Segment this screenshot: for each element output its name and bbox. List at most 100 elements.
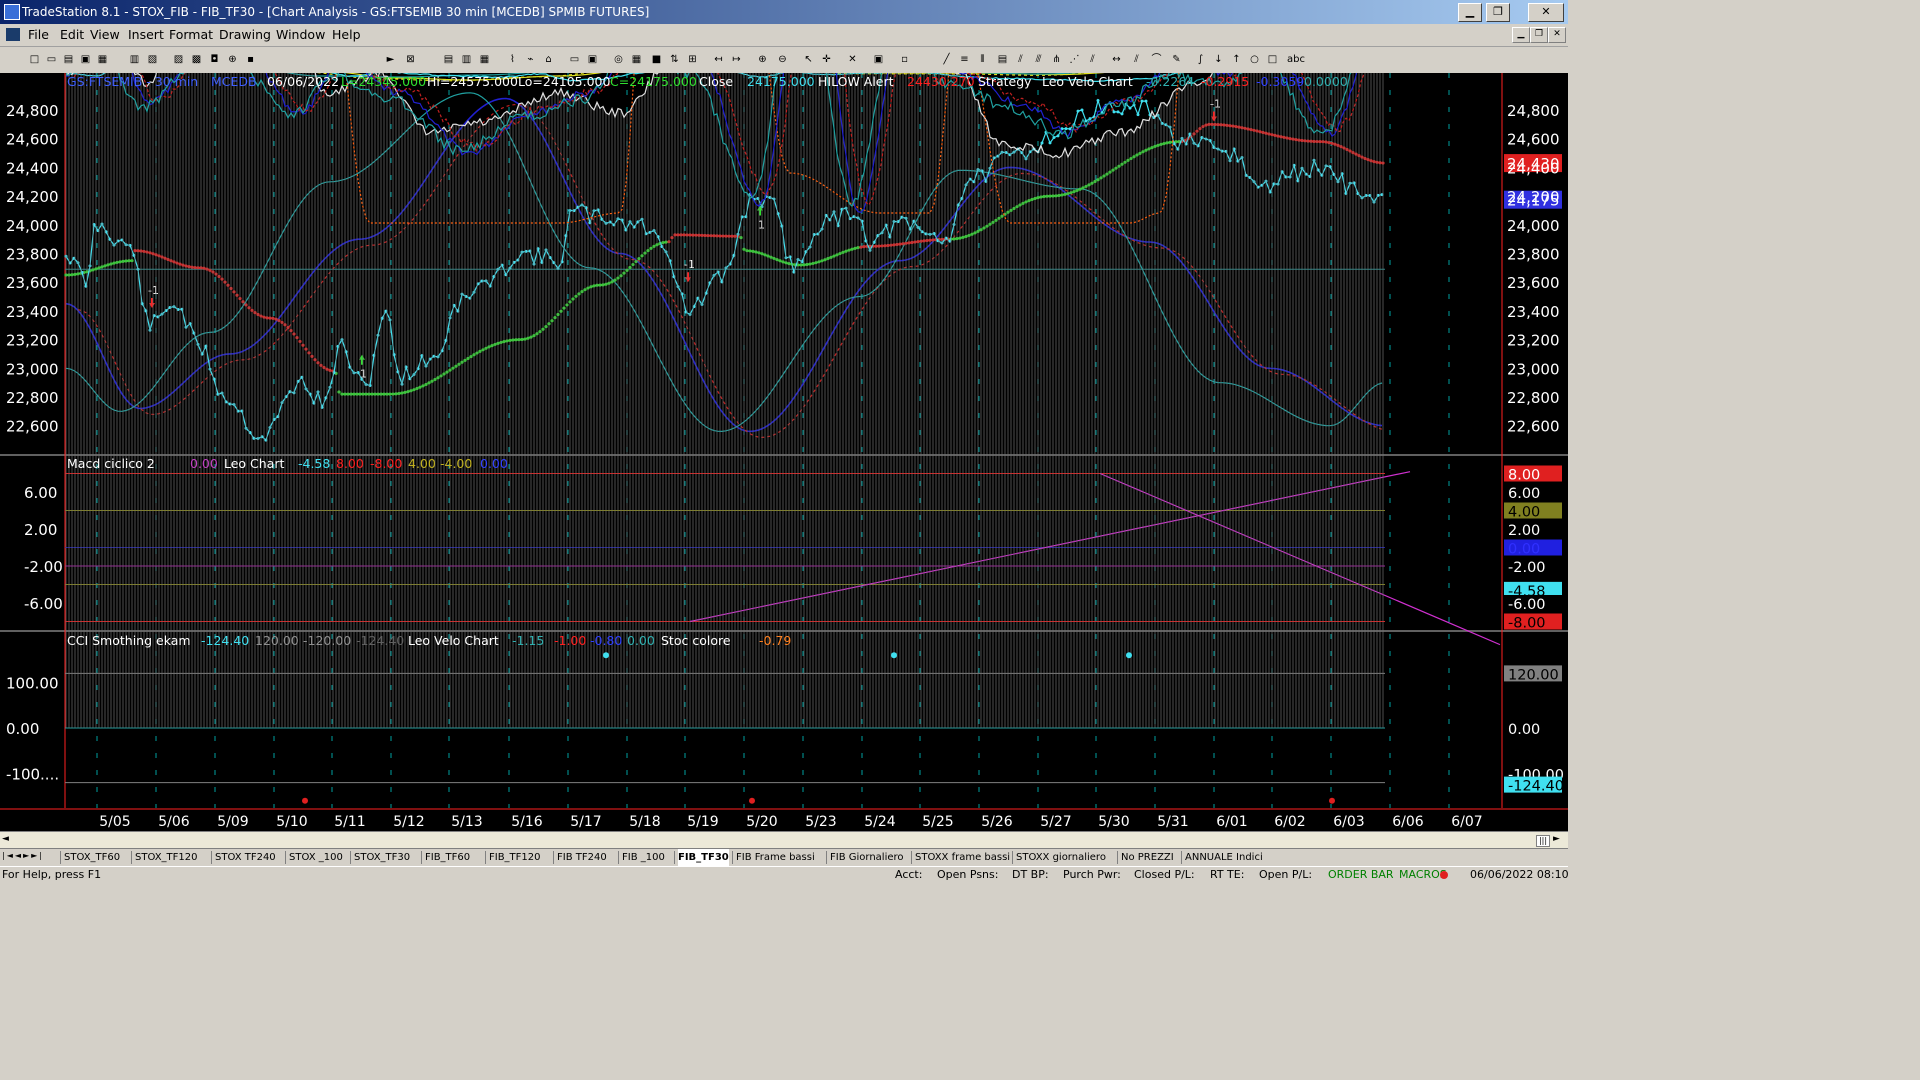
scroll-right-arrow-icon[interactable]: ► [1553, 834, 1560, 844]
vline-icon[interactable]: ⦀ [980, 54, 985, 65]
tab-fib-tf30[interactable]: FIB_TF30 [678, 849, 729, 866]
lock-icon[interactable]: ◘ [210, 54, 219, 65]
tab-fib-giornaliero[interactable]: FIB Giornaliero [830, 852, 904, 863]
format-icon[interactable]: ▪ [247, 54, 254, 65]
minimize-button[interactable]: ▁ [1458, 3, 1482, 22]
channel-icon[interactable]: ⫽ [1018, 54, 1023, 65]
line-chart-icon[interactable]: ▦ [479, 54, 490, 65]
ellipse-icon[interactable]: ○ [1250, 54, 1259, 65]
pointer-icon[interactable]: ↖ [804, 54, 813, 65]
mdi-close-button[interactable]: ✕ [1548, 27, 1566, 43]
portfolio-icon[interactable]: ⊞ [688, 54, 697, 65]
tab-stox-tf30[interactable]: STOX_TF30 [354, 852, 411, 863]
signals-icon[interactable]: ⌂ [545, 54, 552, 65]
macros-button[interactable]: MACROS [1399, 868, 1447, 881]
tab-fib-tf240[interactable]: FIB TF240 [557, 852, 607, 863]
curve-icon[interactable]: ∫ [1197, 54, 1204, 65]
save-workspace-icon[interactable]: ▦ [97, 54, 108, 65]
mdi-minimize-button[interactable]: ▁ [1512, 27, 1530, 43]
play-icon[interactable]: ► [386, 54, 395, 65]
tab-stox-100[interactable]: STOX _100 [289, 852, 343, 863]
close-price-marker [1080, 108, 1084, 112]
replay-icon[interactable]: ▫ [901, 54, 908, 65]
tab-stox-tf240[interactable]: STOX TF240 [215, 852, 276, 863]
scanner-icon[interactable]: ■ [651, 54, 662, 65]
regression-icon[interactable]: ⫽ [1090, 54, 1095, 65]
print-preview-icon[interactable]: ▧ [147, 54, 158, 65]
tools-icon[interactable]: ✕ [848, 54, 857, 65]
tab-nav-arrows-icon[interactable]: |◄◄►►| [2, 851, 44, 860]
alerts-icon[interactable]: ▣ [873, 54, 884, 65]
menu-edit[interactable]: Edit [60, 27, 85, 42]
text-tool-icon[interactable]: abc [1287, 54, 1305, 65]
tab-stoxx-giornaliero[interactable]: STOXX giornaliero [1016, 852, 1106, 863]
macd-axis-tag: -2.00 [1508, 560, 1546, 576]
zoom-in-icon[interactable]: ⊕ [758, 54, 767, 65]
scroll-left-arrow-icon[interactable]: ◄ [2, 834, 9, 844]
menu-drawing[interactable]: Drawing [219, 27, 271, 42]
menu-insert[interactable]: Insert [128, 27, 164, 42]
mdi-restore-button[interactable]: ❐ [1530, 27, 1548, 43]
fib-icon[interactable]: ▤ [997, 54, 1008, 65]
chart-area[interactable]: -1 1 -1 1 -1 24,430 24,175 8.00 6.00 4.00 2.00 0.0… [0, 0, 1568, 831]
window-icon[interactable]: ▨ [173, 54, 184, 65]
open-icon[interactable]: ▭ [46, 54, 57, 65]
macd-tag-bg [1504, 558, 1562, 574]
tab-fib-tf120[interactable]: FIB_TF120 [489, 852, 541, 863]
price-y-tick-left: 23,600 [6, 274, 59, 292]
indicator-icon[interactable]: ⌇ [510, 54, 515, 65]
format-symbol-icon[interactable]: ▣ [587, 54, 598, 65]
arc-icon[interactable]: ⌒ [1151, 54, 1162, 65]
tab-stox-tf60[interactable]: STOX_TF60 [64, 852, 121, 863]
print-icon[interactable]: ▥ [129, 54, 140, 65]
rectangle-icon[interactable]: □ [1267, 54, 1278, 65]
crosshair-icon[interactable]: ✛ [822, 54, 831, 65]
maximize-button[interactable]: ❐ [1486, 3, 1510, 22]
menu-help[interactable]: Help [332, 27, 361, 42]
save-icon[interactable]: ▣ [80, 54, 91, 65]
radar-icon[interactable]: ◎ [614, 54, 623, 65]
menu-window[interactable]: Window [276, 27, 326, 42]
tab-no-prezzi[interactable]: No PREZZI [1121, 852, 1174, 863]
arrow-up-tool-icon[interactable]: ↑ [1232, 54, 1241, 65]
close-button[interactable]: ✕ [1528, 3, 1564, 22]
new-icon[interactable]: □ [29, 54, 40, 65]
link-icon[interactable]: ⊕ [228, 54, 237, 65]
data-window-icon[interactable]: ▭ [569, 54, 580, 65]
menu-view[interactable]: View [90, 27, 120, 42]
scroll-right-icon[interactable]: ↦ [732, 54, 741, 65]
cascade-icon[interactable]: ▩ [191, 54, 202, 65]
tab-fib-tf60[interactable]: FIB_TF60 [425, 852, 471, 863]
tab-fib-100[interactable]: FIB _100 [622, 852, 665, 863]
menu-format[interactable]: Format [169, 27, 214, 42]
bar-chart-icon[interactable]: ▤ [443, 54, 454, 65]
andrews-icon[interactable]: ⋔ [1052, 54, 1061, 65]
parallel-icon[interactable]: ⫽ [1134, 54, 1139, 65]
zoom-out-icon[interactable]: ⊖ [778, 54, 787, 65]
macd-value-0: 0.00 [190, 456, 218, 471]
ruler-icon[interactable]: ↔ [1112, 54, 1121, 65]
chart-scrollbar[interactable]: ◄ ||| ► [0, 831, 1568, 849]
speed-icon[interactable]: ⋰ [1069, 54, 1080, 65]
options-icon[interactable]: ⇅ [670, 54, 679, 65]
tab-annuale-indici[interactable]: ANNUALE Indici [1185, 852, 1263, 863]
strategy-icon[interactable]: ⌁ [527, 54, 534, 65]
arrow-down-tool-icon[interactable]: ↓ [1214, 54, 1223, 65]
tab-stoxx-frame-bassi[interactable]: STOXX frame bassi [915, 852, 1011, 863]
price-y-tick-left: 24,800 [6, 102, 59, 120]
chart-doc-icon[interactable] [6, 28, 20, 41]
pencil-icon[interactable]: ✎ [1172, 54, 1181, 65]
matrix-icon[interactable]: ▦ [631, 54, 642, 65]
open-workspace-icon[interactable]: ▤ [63, 54, 74, 65]
menu-file[interactable]: File [28, 27, 49, 42]
candle-icon[interactable]: ▥ [461, 54, 472, 65]
trendline-icon[interactable]: ╱ [943, 54, 950, 65]
order-bar-button[interactable]: ORDER BAR [1328, 868, 1394, 881]
tab-stox-tf120[interactable]: STOX_TF120 [135, 852, 198, 863]
scroll-thumb[interactable]: ||| [1536, 835, 1550, 847]
zoom-icon[interactable]: ⊠ [406, 54, 415, 65]
scroll-left-icon[interactable]: ↤ [714, 54, 723, 65]
tab-fib-frame-bassi[interactable]: FIB Frame bassi [736, 852, 815, 863]
gann-icon[interactable]: ⫻ [1035, 54, 1042, 65]
hline-icon[interactable]: ≡ [960, 54, 969, 65]
